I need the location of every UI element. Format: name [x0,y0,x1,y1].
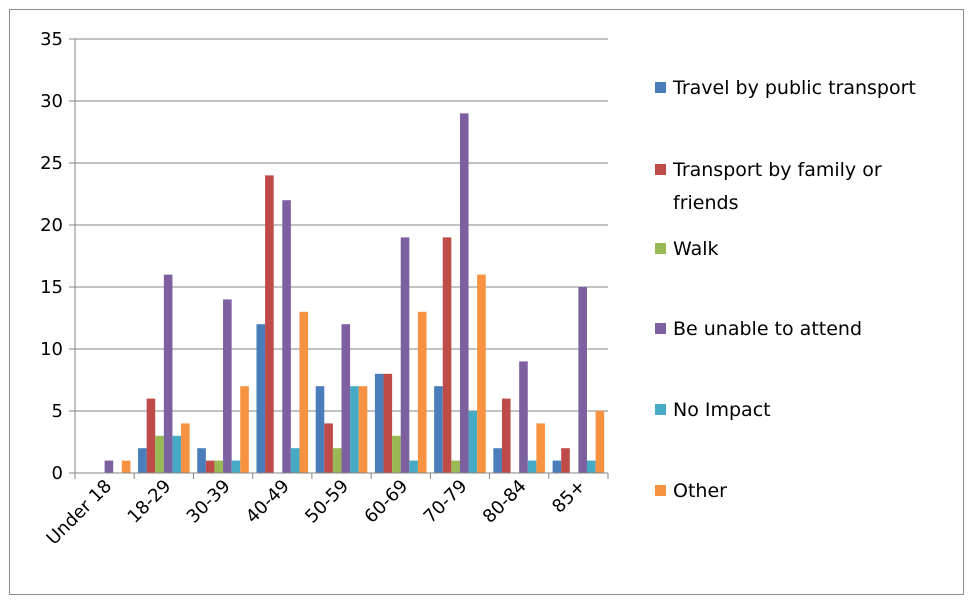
y-tick-label: 35 [40,29,63,50]
bar [181,423,190,473]
bar [477,274,486,473]
bar [468,411,478,473]
legend-swatch [655,243,666,254]
bar [315,386,325,473]
bar [561,448,570,473]
x-tick-label: 30-39 [183,476,235,528]
x-tick-label: 60-69 [360,476,412,528]
bar [358,386,368,473]
y-tick-label: 30 [40,91,63,112]
bar [417,311,427,473]
bar [451,460,460,473]
legend-swatch [655,323,666,334]
bar [383,373,393,473]
bar [172,435,182,473]
bar [205,460,215,473]
legend-label: Walk [673,238,719,260]
bars [104,113,605,474]
bar [595,411,605,473]
x-tick-label: 85+ [548,476,590,518]
legend-label: Transport by family or friends [672,159,882,214]
bar [214,460,224,473]
y-tick-label: 10 [40,339,63,360]
x-tick-label: 80-84 [479,476,531,528]
axes [74,39,608,474]
bar [434,386,443,473]
bar [138,448,147,473]
bar [121,460,131,473]
x-tick-label: 70-79 [420,476,472,528]
bar [392,435,401,473]
bar [578,287,587,473]
y-tick-label: 0 [52,463,63,484]
bar [155,435,164,473]
bar [299,311,309,473]
bar [240,386,249,473]
legend-label: Travel by public transport [672,77,916,99]
bar [350,386,359,473]
bar [163,274,173,473]
y-tick-label: 20 [40,215,63,236]
legend-swatch [655,164,666,175]
bar [197,448,206,473]
bar [552,460,562,473]
y-tick-label: 5 [52,401,63,422]
x-tick-label: 40-49 [242,476,294,528]
bar [223,299,232,473]
x-tick-label: 50-59 [301,476,353,528]
bar [400,237,410,473]
bar [256,324,266,473]
legend-label: No Impact [673,399,771,421]
x-tick-label: Under 18 [43,476,117,550]
bar [374,373,384,473]
bar [459,113,469,474]
x-tick-label: 18-29 [124,476,176,528]
bar [332,448,342,473]
bar [146,398,156,473]
legend-label: Other [673,480,727,502]
legend-swatch [655,485,666,496]
legend-swatch [655,404,666,415]
bar [493,448,502,473]
bar [586,460,596,473]
legend-label: Be unable to attend [673,318,862,340]
bar [290,448,300,473]
bar [501,398,511,473]
y-tick-label: 25 [40,153,63,174]
bar [265,175,274,473]
legend: Travel by public transport Transport by f… [655,77,916,502]
bar [527,460,537,473]
bar [282,200,291,473]
bar [442,237,452,473]
bar [231,460,241,473]
bar [341,324,351,473]
x-axis-ticks: Under 18 18-29 30-39 40-49 50-59 60-69 70-79 80… [43,473,609,550]
bar [324,423,333,473]
bar [409,460,418,473]
y-axis-ticks: 0 5 10 15 20 25 30 35 [40,29,75,484]
y-tick-label: 15 [40,277,63,298]
legend-swatch [655,82,666,93]
bar [536,423,545,473]
bar [104,460,114,473]
bar [519,361,528,473]
